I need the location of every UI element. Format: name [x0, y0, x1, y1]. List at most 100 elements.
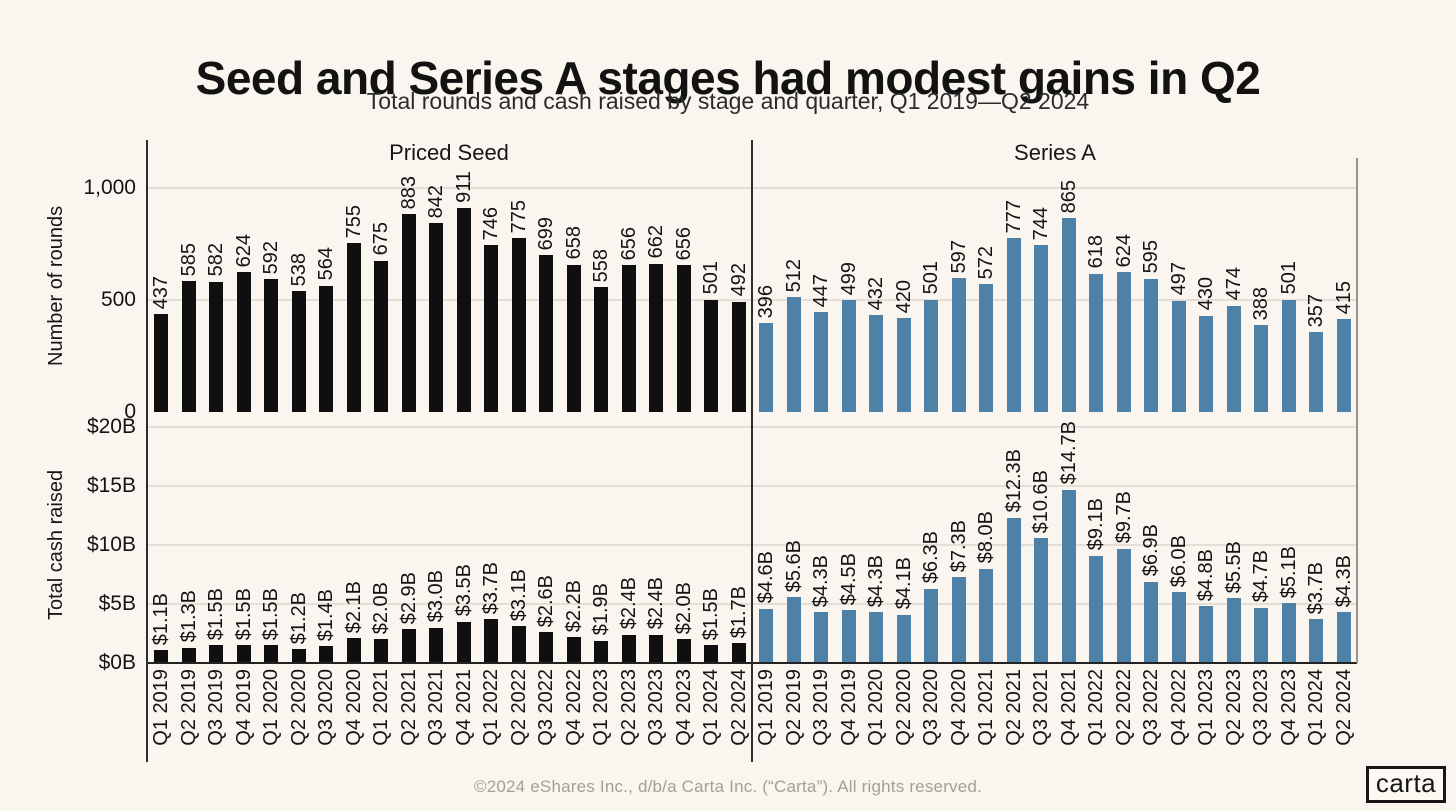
bar — [704, 645, 719, 663]
bar-value-label: $8.0B — [975, 511, 998, 564]
panel-divider-line — [751, 140, 753, 762]
bar-value-label: $1.7B — [727, 585, 750, 638]
x-axis-tick-label: Q1 2024 — [1305, 669, 1328, 746]
chart-title: Seed and Series A stages had modest gain… — [195, 51, 1261, 104]
bar-value-label: 415 — [1332, 280, 1355, 315]
bar — [1144, 278, 1159, 412]
bar — [649, 634, 664, 663]
bar — [814, 311, 829, 412]
panel-title-priced-seed: Priced Seed — [389, 140, 509, 165]
bar — [759, 608, 774, 663]
bar-value-label: 430 — [1195, 277, 1218, 311]
carta-logo-text: carta — [1375, 767, 1437, 798]
y-axis-line-right — [1356, 158, 1358, 663]
x-axis-tick-label: Q3 2020 — [315, 669, 338, 746]
chart-subtitle: Total rounds and cash raised by stage an… — [366, 88, 1090, 114]
bar — [181, 280, 196, 412]
bar — [924, 299, 939, 412]
x-axis-tick-label: Q2 2023 — [617, 669, 640, 746]
x-axis-tick-label: Q4 2019 — [232, 669, 255, 746]
bar — [539, 632, 554, 663]
y-axis-tick-label: $20B — [86, 415, 136, 438]
bar-value-label: 432 — [865, 276, 888, 311]
bar — [869, 315, 884, 412]
x-axis-tick-label: Q2 2023 — [1222, 669, 1245, 746]
bar — [511, 626, 526, 663]
bar-value-label: $3.0B — [425, 570, 448, 623]
bar-value-label: $14.7B — [1057, 421, 1080, 485]
bar-value-label: 699 — [535, 217, 558, 251]
bar-value-label: 396 — [755, 284, 778, 319]
x-axis-tick-label: Q3 2019 — [205, 669, 228, 746]
x-axis-tick-label: Q4 2023 — [1277, 669, 1300, 746]
bar-value-label: $1.5B — [700, 588, 723, 641]
bar-value-label: $4.1B — [892, 557, 915, 610]
bar — [979, 283, 994, 412]
bar-value-label: $3.7B — [480, 562, 503, 615]
bar — [346, 638, 361, 663]
x-axis-tick-label: Q1 2020 — [260, 669, 283, 746]
bar-value-label: $2.0B — [370, 582, 393, 635]
bar-value-label: 618 — [1085, 235, 1108, 269]
y-axis-tick-label: $10B — [86, 533, 136, 556]
x-axis-tick-label: Q1 2023 — [590, 669, 613, 746]
bar — [786, 297, 801, 412]
bar — [346, 242, 361, 412]
bar — [181, 647, 196, 663]
bar — [264, 645, 279, 663]
bar — [896, 614, 911, 663]
bar — [319, 285, 334, 412]
bar — [291, 648, 306, 663]
bar-value-label: 501 — [920, 261, 943, 295]
bar-value-label: $2.4B — [617, 577, 640, 630]
copyright-text: ©2024 eShares Inc., d/b/a Carta Inc. (“C… — [473, 777, 982, 796]
bar-value-label: $6.0B — [1167, 534, 1190, 588]
bar-value-label: $2.1B — [342, 580, 365, 634]
y-axis-tick-label: $0B — [98, 651, 136, 674]
bar — [1309, 332, 1324, 412]
bar-value-label: $1.5B — [205, 588, 228, 641]
bar-value-label: 572 — [975, 245, 998, 279]
x-axis-tick-label: Q3 2022 — [1140, 669, 1163, 746]
x-axis-tick-label: Q2 2021 — [1002, 669, 1025, 746]
bar-value-label: 447 — [810, 273, 833, 307]
bar-value-label: 911 — [452, 171, 475, 203]
bar — [594, 640, 609, 663]
bar-value-label: $1.5B — [232, 588, 255, 641]
bar — [456, 621, 471, 663]
bar — [841, 609, 856, 663]
bar — [511, 238, 526, 412]
x-axis-tick-label: Q2 2021 — [397, 669, 420, 746]
bar — [1254, 325, 1269, 412]
bar — [374, 260, 389, 412]
bar — [896, 317, 911, 412]
bar — [154, 650, 169, 663]
bar — [1006, 237, 1021, 412]
bar-value-label: 501 — [1277, 261, 1300, 295]
x-axis-tick-label: Q1 2021 — [370, 669, 393, 746]
bar — [704, 299, 719, 412]
x-axis-tick-label: Q4 2021 — [1057, 669, 1080, 746]
x-axis-tick-label: Q1 2019 — [755, 669, 778, 746]
bar-value-label: $4.3B — [810, 555, 833, 608]
bar-value-label: $1.2B — [287, 591, 310, 644]
bar — [1089, 273, 1104, 412]
bar-value-label: $4.3B — [865, 555, 888, 608]
bar — [264, 279, 279, 412]
bar — [979, 568, 994, 663]
bar — [924, 588, 939, 663]
x-axis-tick-label: Q2 2022 — [1112, 669, 1135, 746]
bar-value-label: $4.8B — [1195, 549, 1218, 602]
bar-value-label: 437 — [150, 275, 173, 310]
bar — [621, 634, 636, 663]
bar — [319, 646, 334, 663]
bar — [731, 301, 746, 412]
x-axis-tick-label: Q3 2020 — [920, 669, 943, 746]
bar — [566, 264, 581, 412]
bar — [1226, 598, 1241, 663]
bar — [676, 265, 691, 412]
x-axis-tick-label: Q2 2020 — [892, 669, 915, 746]
bar-value-label: 746 — [480, 206, 503, 240]
x-axis-tick-label: Q4 2022 — [562, 669, 585, 746]
